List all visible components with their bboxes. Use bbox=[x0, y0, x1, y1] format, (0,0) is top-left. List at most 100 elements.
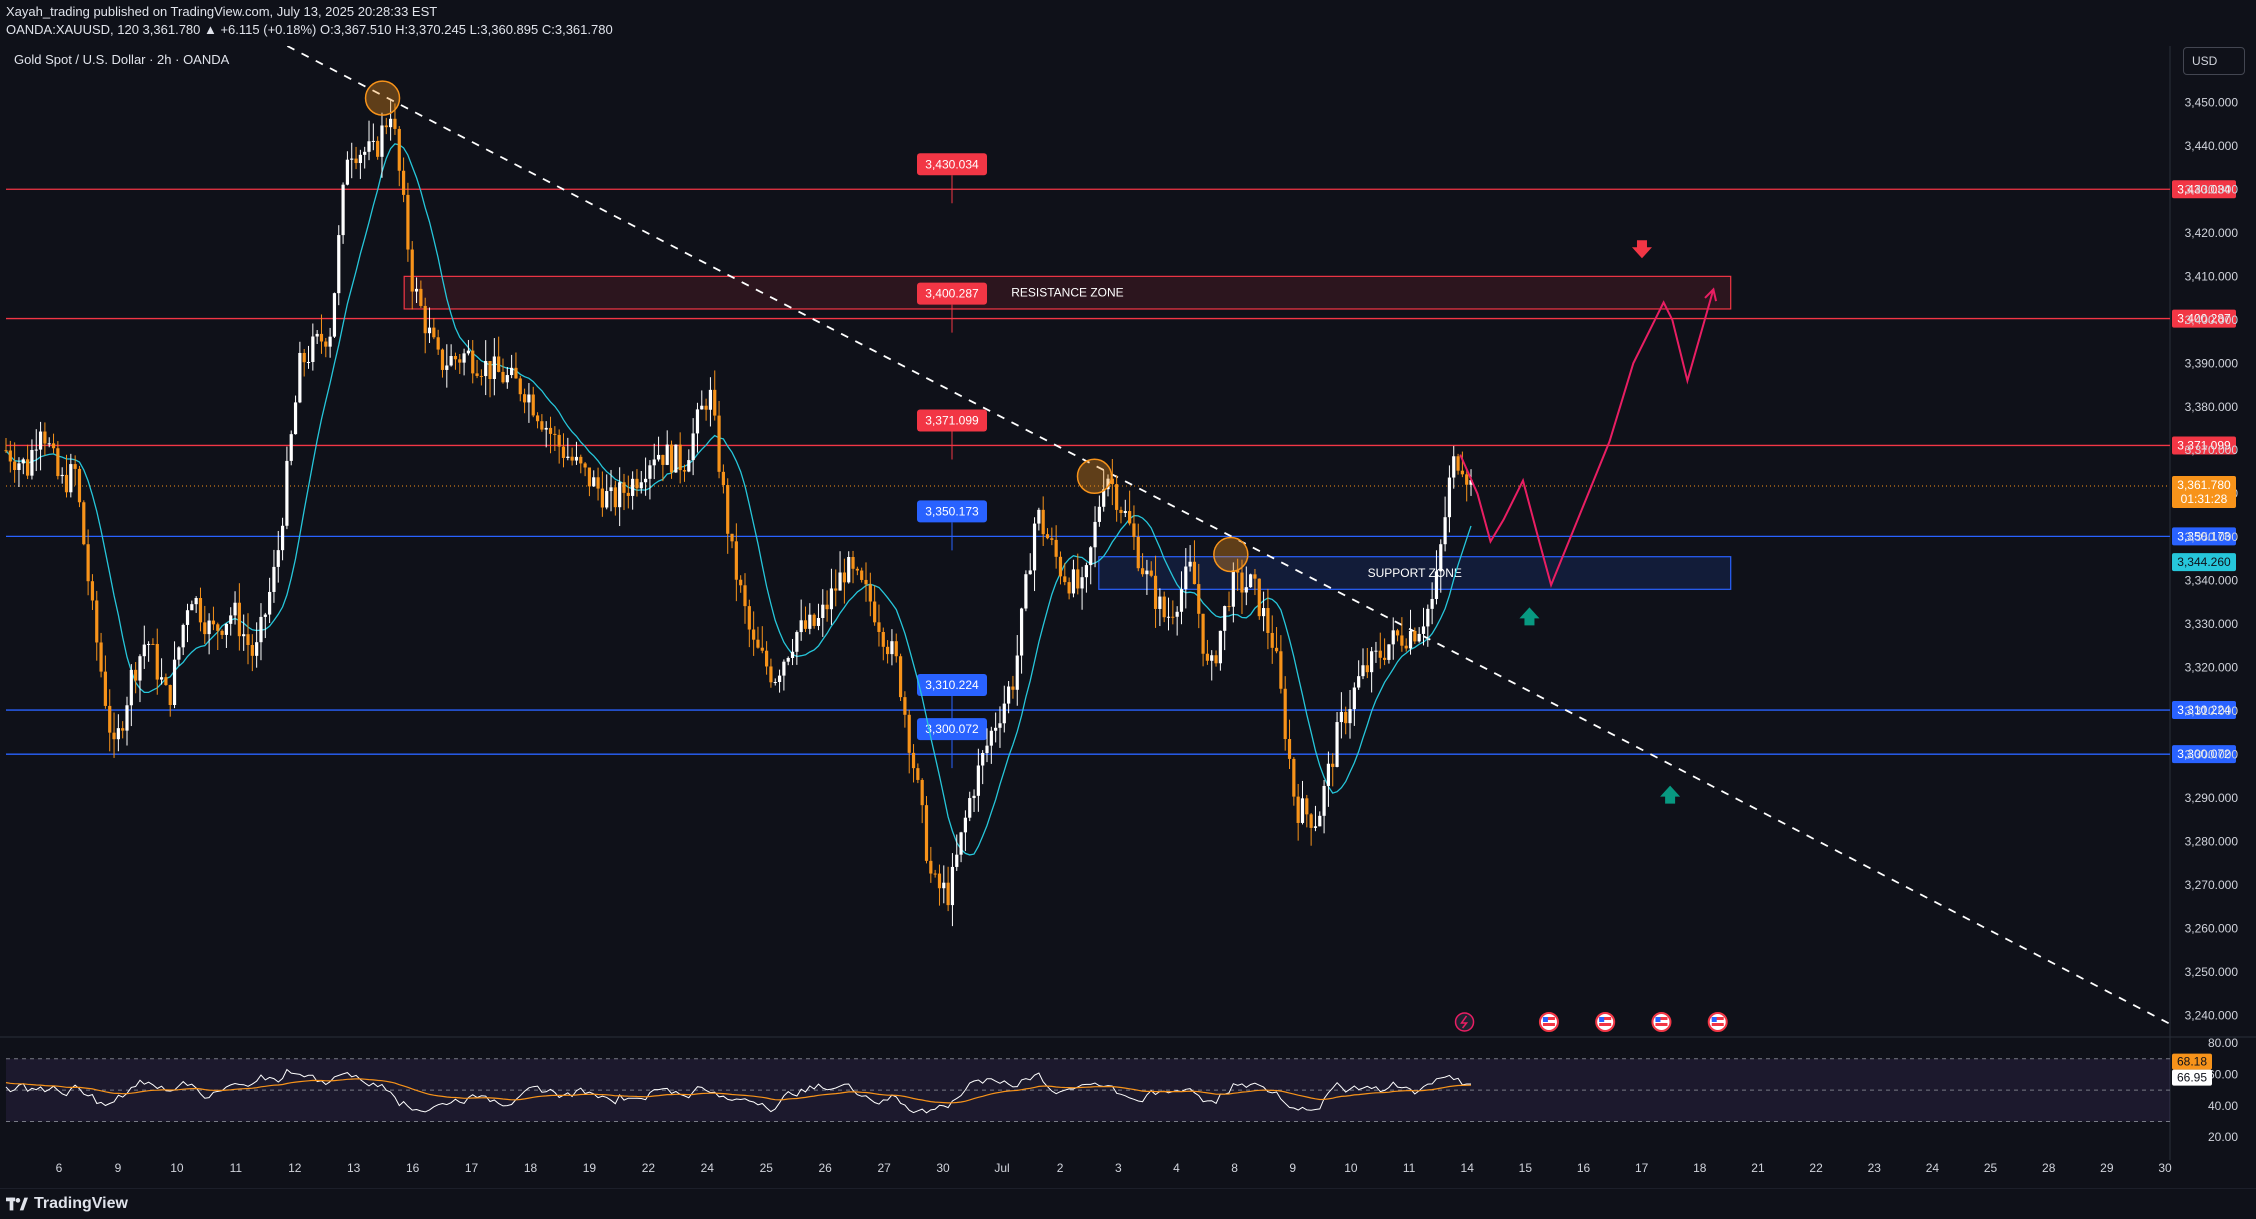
candle-body bbox=[155, 643, 159, 680]
us-flag-event-icon[interactable] bbox=[1538, 1012, 1559, 1032]
level-resistance[interactable]: 3,371.099 3,371.099 bbox=[6, 409, 2236, 460]
candle-body bbox=[886, 646, 890, 655]
footer: TradingView bbox=[0, 1188, 2256, 1219]
candle-body bbox=[1292, 758, 1296, 797]
candle-body bbox=[488, 361, 492, 379]
rsi-tick-label: 60.00 bbox=[2208, 1067, 2238, 1081]
candle-body bbox=[1387, 644, 1391, 660]
candle-body bbox=[220, 630, 224, 635]
touch-point-3[interactable] bbox=[1213, 536, 1249, 573]
current-price-label-bg bbox=[2172, 475, 2236, 508]
us-flag-event-icon[interactable] bbox=[1595, 1012, 1616, 1032]
candle-body bbox=[436, 337, 440, 350]
candle-body bbox=[1439, 544, 1443, 572]
candle-body bbox=[1140, 568, 1145, 575]
arrow-down-icon bbox=[1631, 240, 1652, 259]
time-axis[interactable]: 6 9 10 11 12 13 16 17 18 19 22 24 25 26 27 30 Jul 2 3 4 8 9 10… bbox=[56, 1161, 2172, 1175]
time-tick-label: 9 bbox=[1289, 1161, 1296, 1175]
horizontal-levels[interactable]: 3,430.034 3,430.034 3,400.287 3,400.287 3,37… bbox=[6, 153, 2236, 769]
candle-body bbox=[116, 728, 120, 740]
resistance-zone[interactable]: RESISTANCE ZONE bbox=[403, 275, 1732, 310]
candle-body bbox=[1153, 575, 1158, 609]
candle-body bbox=[574, 456, 579, 461]
candle-body bbox=[1344, 711, 1348, 724]
candle-body bbox=[1063, 576, 1067, 583]
candle-body bbox=[181, 624, 185, 648]
time-tick-label: 15 bbox=[1519, 1161, 1533, 1175]
level-mid-label-bg bbox=[917, 282, 987, 305]
candle-body bbox=[1465, 474, 1469, 485]
level-axis-label-bg bbox=[2172, 309, 2236, 328]
us-flag-event-icon[interactable] bbox=[1651, 1012, 1672, 1032]
support-zone[interactable]: SUPPORT ZONE bbox=[1098, 556, 1732, 590]
time-tick-label: 14 bbox=[1461, 1161, 1475, 1175]
touch-point-2[interactable] bbox=[1076, 458, 1113, 495]
bar-countdown: 01:31:28 bbox=[2181, 492, 2228, 506]
candle-body bbox=[1166, 616, 1171, 618]
candle-body bbox=[1413, 630, 1417, 642]
candle-body bbox=[190, 604, 194, 611]
candle-body bbox=[652, 459, 656, 466]
level-resistance[interactable]: 3,400.287 3,400.287 bbox=[6, 282, 2236, 333]
support-zone-box[interactable] bbox=[1098, 556, 1732, 590]
candle-body bbox=[765, 650, 769, 667]
rsi-value-label-bg bbox=[2172, 1053, 2212, 1070]
descending-trendline[interactable] bbox=[286, 45, 2171, 1025]
candle-body bbox=[1123, 511, 1127, 513]
price-tick-label: 3,350.000 bbox=[2185, 530, 2239, 544]
trendline-layer[interactable] bbox=[286, 45, 2171, 1025]
candle-body bbox=[99, 642, 103, 672]
candle-body bbox=[1119, 509, 1123, 513]
flag-stripe bbox=[1655, 1023, 1668, 1026]
time-tick-label: 30 bbox=[2158, 1161, 2172, 1175]
candle-body bbox=[393, 118, 397, 129]
level-support[interactable]: 3,350.173 3,350.173 bbox=[6, 500, 2236, 551]
resistance-zone-box[interactable] bbox=[403, 275, 1732, 310]
touch-point-1[interactable] bbox=[364, 80, 401, 116]
price-tick-label: 3,240.000 bbox=[2185, 1008, 2239, 1022]
candle-body bbox=[1391, 630, 1395, 645]
candle-body bbox=[1019, 608, 1024, 656]
candle-body bbox=[700, 405, 704, 410]
flag-canton bbox=[1655, 1017, 1661, 1022]
candle-body bbox=[959, 832, 963, 855]
earnings-event-icon[interactable] bbox=[1454, 1012, 1475, 1032]
candle-body bbox=[1024, 574, 1028, 609]
level-support[interactable]: 3,310.224 3,310.224 bbox=[6, 674, 2236, 725]
candle-body bbox=[911, 752, 916, 769]
candle-body bbox=[268, 591, 272, 615]
candle-body bbox=[43, 431, 47, 444]
candle-body bbox=[605, 491, 609, 508]
candle-body bbox=[423, 305, 427, 334]
us-flag-event-icon[interactable] bbox=[1707, 1012, 1728, 1032]
candle-body bbox=[419, 288, 423, 306]
annotations[interactable] bbox=[364, 80, 1728, 1032]
projection-path[interactable] bbox=[1459, 289, 1715, 589]
candle-body bbox=[1335, 722, 1339, 767]
candle-body bbox=[159, 677, 164, 680]
level-axis-label: 3,300.072 bbox=[2177, 747, 2231, 761]
time-tick-label: 2 bbox=[1057, 1161, 1064, 1175]
candle-body bbox=[583, 463, 587, 468]
candle-body bbox=[108, 705, 112, 733]
level-resistance[interactable]: 3,430.034 3,430.034 bbox=[6, 153, 2236, 204]
level-mid-label-bg bbox=[917, 153, 987, 176]
candle-body bbox=[1093, 521, 1097, 548]
candle-body bbox=[1179, 589, 1184, 612]
tradingview-logo[interactable]: TradingView bbox=[6, 1195, 128, 1213]
price-axis[interactable]: 3,450.000 3,440.000 3,430.000 3,420.000 3,41… bbox=[2172, 96, 2238, 1023]
candle-body bbox=[868, 584, 872, 602]
currency-button[interactable]: USD bbox=[2183, 47, 2245, 75]
candle-body bbox=[1339, 711, 1343, 723]
event-icon-circle bbox=[1454, 1012, 1475, 1032]
level-support[interactable]: 3,300.072 3,300.072 bbox=[6, 718, 2236, 769]
candle-body bbox=[134, 669, 138, 681]
candle-body bbox=[1106, 478, 1110, 490]
candle-body bbox=[1080, 577, 1084, 589]
candle-body bbox=[860, 570, 864, 580]
candle-body bbox=[920, 779, 924, 806]
candle-body bbox=[587, 467, 592, 487]
